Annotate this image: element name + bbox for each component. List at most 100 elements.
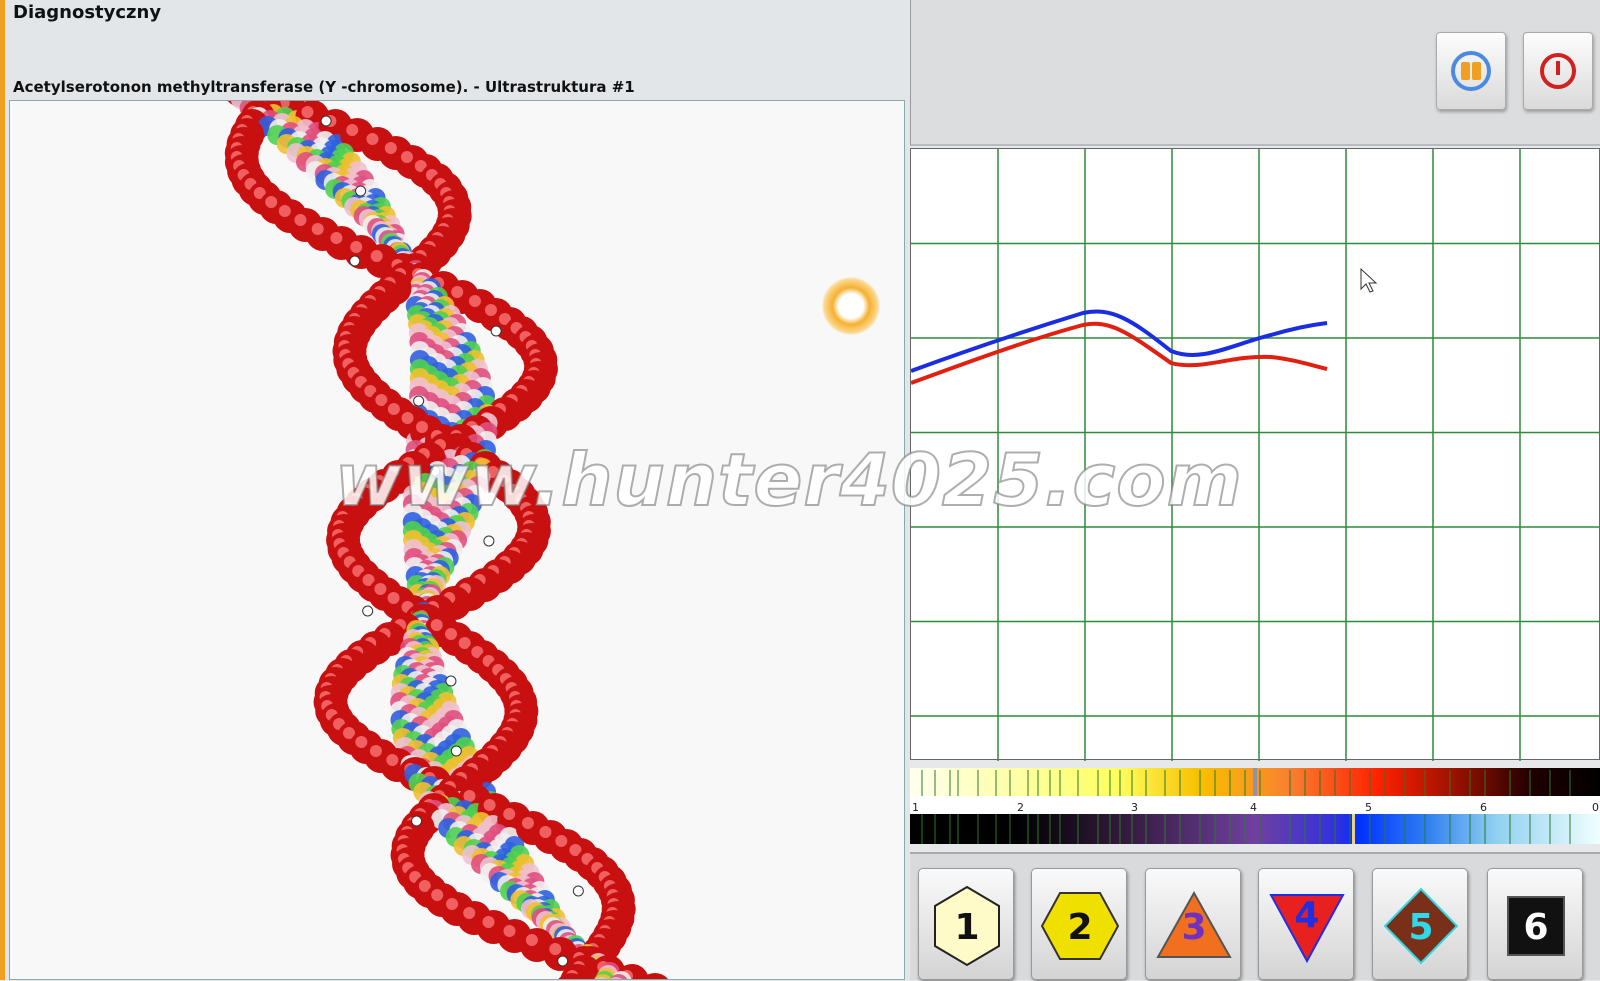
left-panel: Diagnostyczny Acetylserotonon methyltran…: [0, 0, 905, 980]
cool-spectrum-bar: [910, 814, 1600, 844]
backbone-highlight: [482, 916, 495, 928]
structure-title: Acetylserotonon methyltransferase (Y -ch…: [13, 78, 635, 96]
dna-3d-viewer[interactable]: [9, 100, 905, 980]
backbone-highlight: [446, 898, 459, 910]
backbone-highlight: [400, 151, 413, 163]
atom-marker: [413, 395, 425, 407]
backbone-highlight: [369, 745, 382, 757]
atom-marker: [429, 465, 441, 477]
level-label: 1: [954, 907, 979, 948]
backbone-highlight: [384, 142, 397, 154]
backbone-highlight: [253, 187, 266, 199]
backbone-highlight: [311, 223, 324, 235]
backbone-highlight: [569, 844, 582, 856]
level-1-button[interactable]: 1: [918, 868, 1014, 980]
spectrum-cursor[interactable]: [1253, 768, 1257, 796]
level-6-button[interactable]: 6: [1487, 868, 1583, 980]
square-icon: 6: [1507, 896, 1565, 956]
backbone-highlight: [362, 574, 375, 586]
level-3-button[interactable]: 3: [1145, 868, 1241, 980]
atom-marker: [572, 885, 584, 897]
backbone-highlight: [463, 907, 476, 919]
backbone-highlight: [366, 133, 379, 145]
backbone-highlight: [463, 790, 476, 802]
level-label: 3: [1181, 907, 1206, 948]
backbone-highlight: [346, 124, 359, 136]
backbone-highlight: [414, 160, 427, 172]
level-5-button[interactable]: 5: [1372, 868, 1468, 980]
app-title: Diagnostyczny: [13, 2, 162, 23]
backbone-highlight: [387, 403, 400, 415]
spectrum-tick: 4: [1250, 801, 1257, 814]
backbone-highlight: [430, 619, 443, 631]
atom-marker: [450, 745, 462, 757]
hexagon-icon: 1: [934, 885, 1000, 967]
atom-marker: [490, 325, 502, 337]
backbone-highlight: [539, 826, 552, 838]
atom-marker: [445, 675, 457, 687]
pause-icon: [1451, 51, 1491, 91]
power-button[interactable]: [1523, 32, 1593, 110]
backbone-highlight: [364, 385, 377, 397]
atom-marker: [362, 605, 374, 617]
backbone-highlight: [301, 106, 314, 118]
backbone-highlight: [483, 799, 496, 811]
backbone-highlight: [342, 727, 355, 739]
backbone-highlight: [387, 592, 400, 604]
backbone-highlight: [350, 241, 363, 253]
atom-marker: [320, 115, 332, 127]
backbone-highlight: [370, 250, 383, 262]
toolbar: [910, 0, 1600, 146]
atom-marker: [483, 535, 495, 547]
level-button-bar: 1 2 3 4 5 6: [910, 852, 1600, 980]
spectrum-tick: 5: [1365, 801, 1372, 814]
backbone-highlight: [386, 754, 399, 766]
backbone-highlight: [549, 943, 562, 955]
level-2-button[interactable]: 2: [1031, 868, 1127, 980]
upper-signal-line: [910, 309, 1328, 373]
backbone-highlight: [458, 637, 471, 649]
atom-marker: [557, 955, 569, 967]
backbone-atom: [642, 973, 668, 979]
spectrum-tick: 1: [912, 801, 919, 814]
backbone-highlight: [471, 646, 484, 658]
atom-marker: [355, 185, 367, 197]
backbone-atom: [558, 973, 585, 979]
spectrum-tick: 0: [1592, 801, 1599, 814]
level-label: 4: [1294, 895, 1319, 936]
backbone-highlight: [355, 736, 368, 748]
backbone-highlight: [555, 835, 568, 847]
triangle-icon: 3: [1156, 890, 1232, 958]
spectrum-tick: 2: [1017, 801, 1024, 814]
backbone-highlight: [468, 295, 481, 307]
pause-button[interactable]: [1436, 32, 1506, 110]
glow-orb-marker: [822, 277, 880, 335]
spectrum-cursor[interactable]: [1352, 814, 1355, 844]
dna-helix-model: [224, 101, 668, 979]
atom-marker: [411, 815, 423, 827]
level-4-button[interactable]: 4: [1258, 868, 1354, 980]
backbone-highlight: [521, 817, 534, 829]
inverted-triangle-icon: 4: [1269, 894, 1345, 964]
level-label: 6: [1523, 907, 1548, 948]
diamond-icon: 5: [1383, 887, 1459, 965]
backbone-highlight: [416, 421, 429, 433]
backbone-highlight: [498, 313, 511, 325]
mouse-cursor-icon: [1360, 267, 1378, 293]
atom-marker: [349, 255, 361, 267]
biofeedback-graph: [910, 148, 1600, 761]
base-pair-atom: [595, 977, 608, 979]
backbone-highlight: [401, 412, 414, 424]
spectrum-tick: 6: [1480, 801, 1487, 814]
hexagon-icon: 2: [1040, 892, 1120, 960]
frequency-spectrum: 1 2 3 4 5 6 0: [910, 768, 1600, 844]
backbone-highlight: [503, 808, 516, 820]
spectrum-tick: 3: [1131, 801, 1138, 814]
lower-signal-line: [910, 321, 1328, 385]
backbone-highlight: [451, 286, 464, 298]
backbone-highlight: [431, 889, 444, 901]
backbone-highlight: [374, 583, 387, 595]
level-label: 2: [1067, 907, 1092, 948]
backbone-highlight: [525, 934, 538, 946]
backbone-highlight: [294, 214, 307, 226]
